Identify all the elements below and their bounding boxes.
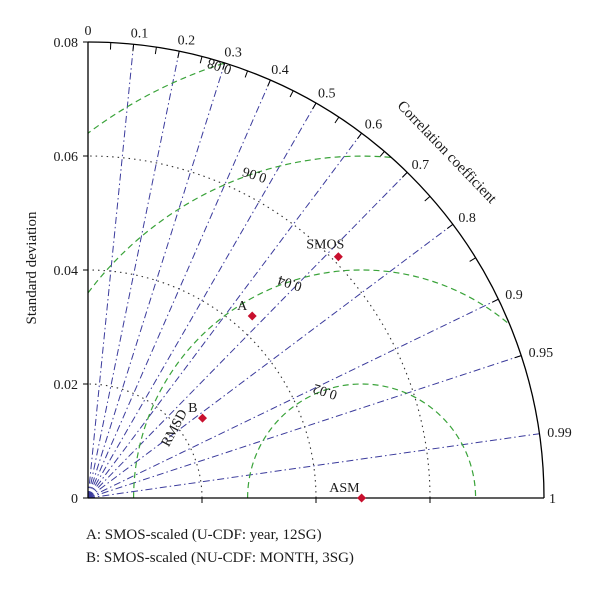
rmsd-contours xyxy=(88,42,544,498)
correlation-minor-tick xyxy=(401,172,408,178)
rmsd-contour-label: 0.04 xyxy=(276,272,304,294)
correlation-tick-label: 0.4 xyxy=(271,63,289,78)
correlation-minor-tick xyxy=(244,70,249,78)
correlation-tick-label: 0.6 xyxy=(365,118,383,133)
correlation-tick-label: 0.95 xyxy=(529,346,554,361)
correlation-minor-tick xyxy=(379,151,385,158)
correlation-ray xyxy=(87,433,540,499)
std-arc xyxy=(87,383,203,499)
correlation-ray xyxy=(87,44,135,499)
data-point-label: SMOS xyxy=(306,238,344,253)
correlation-minor-tick xyxy=(132,44,135,52)
std-tick-label-y: 0.02 xyxy=(54,378,79,393)
correlation-ray xyxy=(87,62,226,499)
data-point-marker xyxy=(333,252,343,262)
correlation-ray xyxy=(87,223,454,499)
rmsd-labels: 0.02 0.04 0.06 0.08 xyxy=(206,55,340,402)
correlation-minor-tick xyxy=(312,102,317,110)
std-tick-label-y: 0.04 xyxy=(54,264,79,279)
std-arcs xyxy=(87,155,431,499)
correlation-minor-tick xyxy=(356,132,363,140)
correlation-tick-label: 0.8 xyxy=(458,211,476,226)
std-tick-label-y: 0.06 xyxy=(54,150,79,165)
correlation-minor-tick xyxy=(289,90,294,98)
legend-note-b: B: SMOS-scaled (NU-CDF: MONTH, 3SG) xyxy=(86,550,354,566)
correlation-tick-label: 0.1 xyxy=(131,26,149,41)
y-axis-label: Standard deviation xyxy=(24,211,40,324)
correlation-minor-tick xyxy=(222,62,226,70)
correlation-minor-tick xyxy=(334,116,340,124)
std-tick-label-y: 0 xyxy=(71,492,78,507)
correlation-tick-label: 0.7 xyxy=(412,158,430,173)
data-points: SMOS A B ASM xyxy=(188,238,367,503)
correlation-minor-tick xyxy=(491,298,499,303)
correlation-tick-label: 1 xyxy=(549,492,556,507)
data-point-marker xyxy=(357,493,367,503)
legend-note-a: A: SMOS-scaled (U-CDF: year, 12SG) xyxy=(86,527,322,543)
correlation-tick-label: 0.5 xyxy=(318,87,336,102)
rmsd-contour xyxy=(88,155,544,498)
data-point-label: B xyxy=(188,401,197,416)
data-point-marker xyxy=(198,413,208,423)
taylor-diagram: 0 0.02 0.04 0.06 0.08 0 0.1 0.2 0.3 0.4 0.5 0.6 0.7… xyxy=(24,24,572,507)
correlation-tick-label: 0.99 xyxy=(547,426,572,441)
correlation-minor-tick xyxy=(514,355,522,359)
rmsd-contour-label: 0.06 xyxy=(241,163,269,185)
std-tick-label-y: 0.08 xyxy=(54,36,79,51)
correlation-minor-tick xyxy=(199,56,203,64)
correlation-tick-label: 0 xyxy=(85,24,92,39)
rmsd-axis-label: RMSD xyxy=(159,407,191,449)
correlation-minor-tick xyxy=(267,79,271,87)
axes xyxy=(87,41,545,499)
rmsd-contour-label: 0.08 xyxy=(206,55,234,77)
correlation-tick-label: 0.2 xyxy=(178,34,196,49)
data-point-marker xyxy=(247,311,257,321)
std-arc xyxy=(87,155,431,499)
correlation-minor-tick xyxy=(469,257,476,262)
correlation-rays xyxy=(87,42,540,499)
correlation-minor-tick xyxy=(177,51,180,59)
rmsd-contour xyxy=(247,383,477,498)
rmsd-contour xyxy=(88,42,544,498)
correlation-tick-label: 0.9 xyxy=(505,288,523,303)
correlation-ray xyxy=(87,51,180,499)
data-point-label: ASM xyxy=(329,481,360,496)
correlation-tick-labels: 0 0.1 0.2 0.3 0.4 0.5 0.6 0.7 0.8 0.9 0.95 0.99 1 xyxy=(85,24,572,507)
correlation-minor-tick xyxy=(154,47,157,55)
correlation-tick-label: 0.3 xyxy=(224,46,242,61)
rmsd-contour-label: 0.02 xyxy=(311,380,339,402)
correlation-minor-tick xyxy=(424,196,431,202)
rmsd-contour xyxy=(133,269,544,498)
correlation-ray xyxy=(87,172,408,499)
correlation-ray xyxy=(87,298,499,499)
correlation-ray xyxy=(87,102,317,499)
std-tick-labels: 0 0.02 0.04 0.06 0.08 xyxy=(54,36,431,507)
outer-arc xyxy=(87,41,545,499)
arc-axis-label: Correlation coefficient xyxy=(394,98,500,208)
correlation-minor-tick xyxy=(446,223,454,230)
data-point-label: A xyxy=(237,299,248,314)
